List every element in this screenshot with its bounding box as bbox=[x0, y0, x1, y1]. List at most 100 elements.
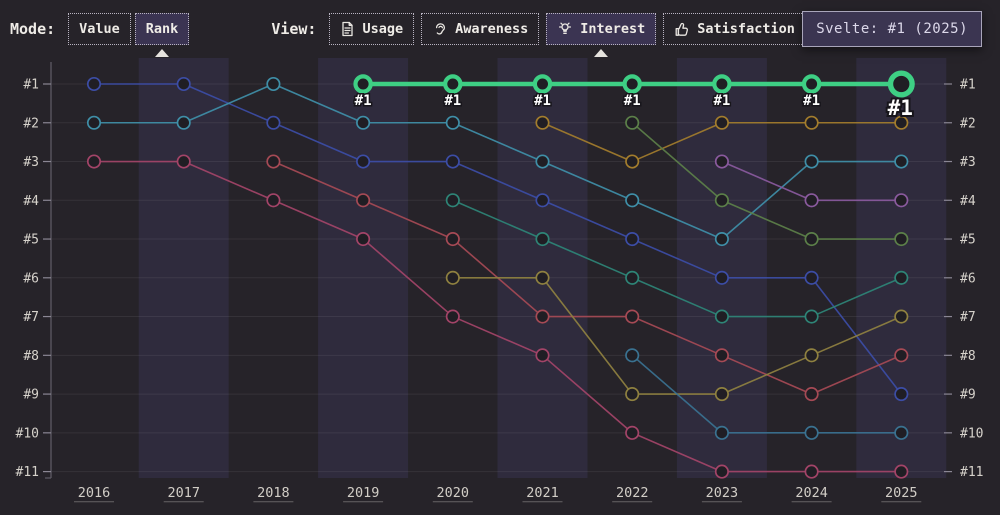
red-series-point[interactable] bbox=[445, 231, 460, 247]
pink-series-point[interactable] bbox=[804, 464, 819, 479]
rank-point-label: #1 bbox=[624, 93, 641, 109]
cyan-series-point[interactable] bbox=[714, 309, 729, 324]
purple-series-point[interactable] bbox=[714, 154, 729, 169]
view-label: View: bbox=[271, 20, 317, 38]
cyan-series-point[interactable] bbox=[804, 309, 819, 324]
year-label[interactable]: 2023 bbox=[706, 485, 739, 501]
green2-series-point[interactable] bbox=[804, 231, 819, 247]
view-satisfaction-button[interactable]: Satisfaction bbox=[663, 13, 806, 45]
thumbs-up-icon bbox=[674, 21, 690, 37]
red-series-point[interactable] bbox=[714, 348, 729, 363]
amber-series-point[interactable] bbox=[714, 115, 729, 130]
highlight-series-point[interactable] bbox=[532, 74, 553, 94]
pink-series-point[interactable] bbox=[86, 154, 102, 169]
mode-label: Mode: bbox=[10, 20, 56, 38]
view-usage-button[interactable]: Usage bbox=[329, 13, 415, 45]
pink-series-point[interactable] bbox=[176, 154, 191, 169]
chart-tooltip: Svelte: #1 (2025) bbox=[802, 11, 982, 47]
highlight-series-point[interactable] bbox=[353, 74, 373, 94]
year-label[interactable]: 2016 bbox=[78, 485, 111, 501]
amber-series-point[interactable] bbox=[804, 115, 819, 130]
red-series-point[interactable] bbox=[894, 348, 909, 363]
purple-series-point[interactable] bbox=[804, 193, 819, 208]
red-series-point[interactable] bbox=[356, 193, 371, 208]
highlight-series-point[interactable] bbox=[443, 74, 463, 94]
pink-series-point[interactable] bbox=[714, 464, 729, 479]
indigo-series-point[interactable] bbox=[625, 231, 640, 247]
pink-series-point[interactable] bbox=[266, 193, 281, 208]
view-interest-button[interactable]: Interest bbox=[546, 13, 657, 45]
pink-series-point[interactable] bbox=[445, 309, 460, 324]
olive-series-point[interactable] bbox=[535, 270, 550, 285]
year-label[interactable]: 2020 bbox=[437, 485, 470, 501]
indigo-series-point[interactable] bbox=[894, 387, 909, 402]
olive-series-point[interactable] bbox=[894, 309, 909, 324]
indigo-series-point[interactable] bbox=[714, 270, 729, 285]
teal-series-point[interactable] bbox=[804, 154, 819, 169]
cyan-series-point[interactable] bbox=[625, 270, 640, 285]
green2-series-point[interactable] bbox=[714, 193, 729, 208]
red-series-point[interactable] bbox=[804, 387, 819, 402]
amber-series-point[interactable] bbox=[625, 154, 640, 169]
olive-series-point[interactable] bbox=[714, 387, 729, 402]
indigo-series-point[interactable] bbox=[356, 154, 371, 169]
view-usage-label: Usage bbox=[362, 21, 404, 37]
blue2-series-point[interactable] bbox=[894, 425, 909, 440]
highlight-series-point[interactable] bbox=[622, 74, 642, 94]
highlight-series-point[interactable] bbox=[712, 74, 732, 94]
teal-series-point[interactable] bbox=[176, 115, 191, 130]
view-awareness-button[interactable]: Awareness bbox=[421, 13, 540, 45]
pink-series-point[interactable] bbox=[625, 425, 640, 440]
pink-series-point[interactable] bbox=[356, 231, 371, 247]
teal-series-point[interactable] bbox=[625, 193, 640, 208]
cyan-series-point[interactable] bbox=[445, 193, 460, 208]
teal-series-point[interactable] bbox=[894, 154, 909, 169]
rank-label-left: #4 bbox=[23, 194, 39, 209]
year-label[interactable]: 2019 bbox=[347, 485, 380, 501]
cyan-series-point[interactable] bbox=[894, 270, 909, 285]
indigo-series-point[interactable] bbox=[804, 270, 819, 285]
teal-series-point[interactable] bbox=[445, 115, 460, 130]
rank-point-label: #1 bbox=[888, 96, 913, 120]
teal-series-point[interactable] bbox=[266, 76, 281, 92]
year-label[interactable]: 2025 bbox=[885, 485, 918, 501]
year-label[interactable]: 2018 bbox=[257, 485, 290, 501]
amber-series-point[interactable] bbox=[894, 115, 909, 130]
olive-series-point[interactable] bbox=[804, 348, 819, 363]
olive-series-point[interactable] bbox=[625, 387, 640, 402]
year-label[interactable]: 2024 bbox=[795, 485, 828, 501]
red-series-point[interactable] bbox=[535, 309, 550, 324]
teal-series-point[interactable] bbox=[86, 115, 102, 130]
red-series-point[interactable] bbox=[266, 154, 281, 169]
blue2-series-point[interactable] bbox=[804, 425, 819, 440]
teal-series-point[interactable] bbox=[535, 154, 550, 169]
blue2-series-point[interactable] bbox=[714, 425, 729, 440]
teal-series-point[interactable] bbox=[356, 115, 371, 130]
pink-series-point[interactable] bbox=[894, 464, 909, 479]
purple-series-point[interactable] bbox=[894, 193, 909, 208]
year-label[interactable]: 2021 bbox=[526, 485, 559, 501]
highlight-series-point[interactable] bbox=[887, 70, 915, 98]
green2-series-point[interactable] bbox=[625, 115, 640, 130]
teal-series-point[interactable] bbox=[714, 231, 729, 247]
mode-value-button[interactable]: Value bbox=[68, 13, 131, 45]
green2-series-point[interactable] bbox=[894, 231, 909, 247]
highlight-series-point[interactable] bbox=[801, 74, 822, 94]
indigo-series-point[interactable] bbox=[445, 154, 460, 169]
olive-series-point[interactable] bbox=[445, 270, 460, 285]
blue2-series-point[interactable] bbox=[625, 348, 640, 363]
cyan-series-point[interactable] bbox=[535, 231, 550, 247]
amber-series-point[interactable] bbox=[535, 115, 550, 130]
pink-series-point[interactable] bbox=[535, 348, 550, 363]
year-label[interactable]: 2017 bbox=[167, 485, 200, 501]
mode-rank-button[interactable]: Rank bbox=[134, 13, 190, 45]
year-label[interactable]: 2022 bbox=[616, 485, 649, 501]
indigo-series-point[interactable] bbox=[86, 76, 102, 92]
indigo-series-point[interactable] bbox=[266, 115, 281, 130]
indigo-series-point[interactable] bbox=[176, 76, 191, 92]
pink-series-line bbox=[93, 160, 903, 473]
rank-label-right: #9 bbox=[960, 388, 976, 403]
indigo-series-point[interactable] bbox=[535, 193, 550, 208]
red-series-point[interactable] bbox=[625, 309, 640, 324]
